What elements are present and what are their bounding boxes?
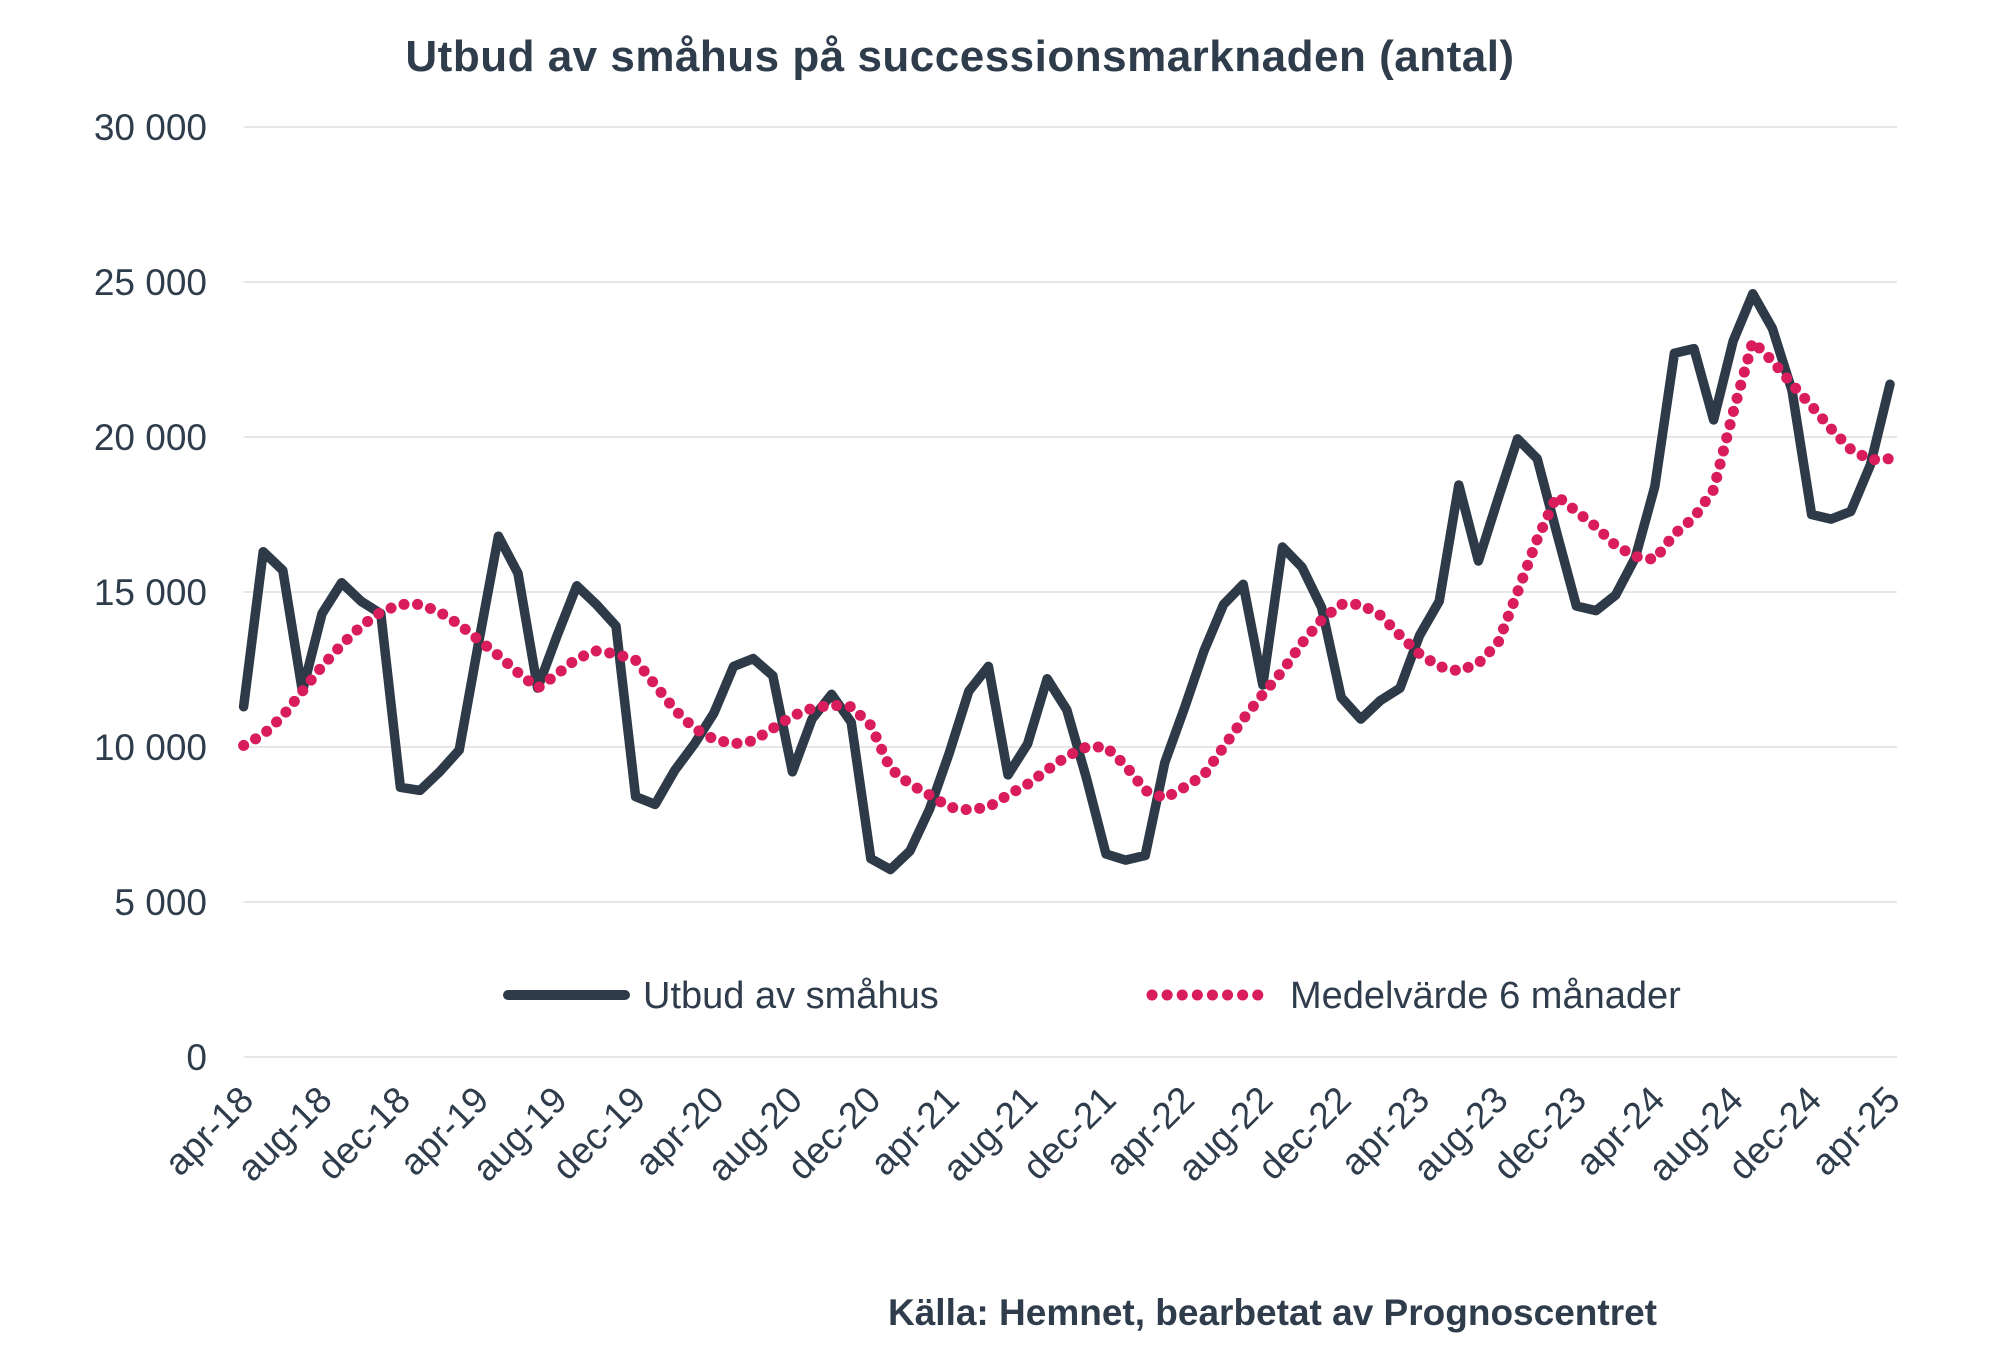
chart-title: Utbud av småhus på successionsmarknaden …	[405, 32, 1515, 81]
y-axis-label: 25 000	[94, 262, 207, 303]
series-line-supply	[238, 289, 1895, 875]
y-axis-label: 10 000	[94, 727, 207, 768]
y-axis-label: 0	[186, 1037, 207, 1078]
y-axis-label: 5 000	[114, 882, 207, 923]
y-axis-label: 20 000	[94, 417, 207, 458]
y-axis-label: 30 000	[94, 107, 207, 148]
x-axis-label: apr-25	[1803, 1079, 1908, 1184]
legend-label-average: Medelvärde 6 månader	[1290, 975, 1681, 1017]
series-line-average	[238, 336, 1896, 816]
source-note: Källa: Hemnet, bearbetat av Prognoscentr…	[888, 1292, 1657, 1333]
legend-label-supply: Utbud av småhus	[643, 975, 939, 1017]
y-axis-label: 15 000	[94, 572, 207, 613]
